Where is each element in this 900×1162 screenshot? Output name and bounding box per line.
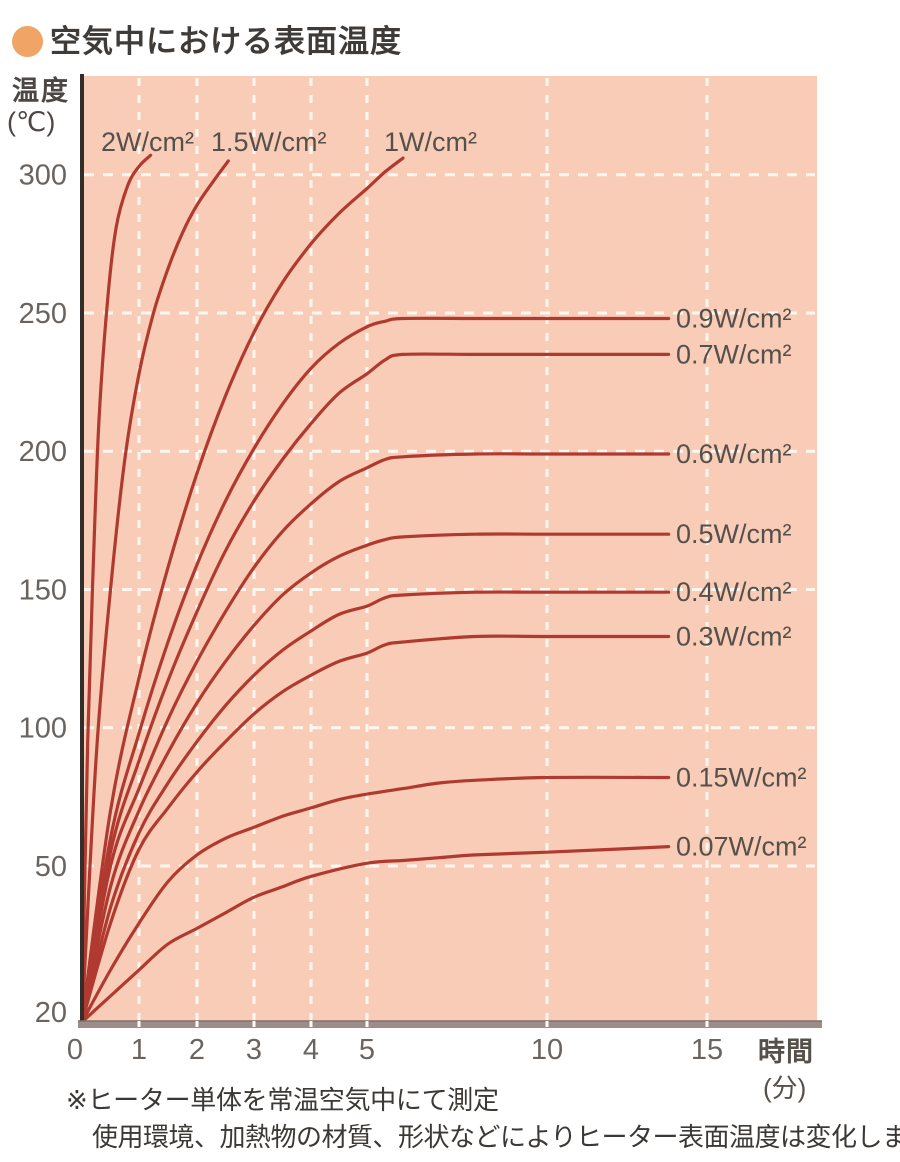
series-label: 0.15W/cm² xyxy=(676,763,807,793)
series-label: 0.5W/cm² xyxy=(676,519,792,549)
x-tick-label: 3 xyxy=(246,1034,262,1066)
series-label: 0.07W/cm² xyxy=(676,832,807,862)
x-tick-label: 2 xyxy=(189,1034,205,1066)
series-curve xyxy=(80,352,671,1024)
series-curve xyxy=(80,452,671,1024)
y-tick-label: 50 xyxy=(35,851,67,883)
page-title: 空気中における表面温度 xyxy=(50,24,402,59)
chart-header: 空気中における表面温度 xyxy=(12,26,402,57)
series-curve xyxy=(80,845,671,1024)
y-tick-label: 20 xyxy=(35,997,67,1029)
x-tick-label: 0 xyxy=(67,1034,83,1066)
bullet-icon xyxy=(12,26,43,57)
x-tick-label: 15 xyxy=(691,1034,723,1066)
x-axis-line xyxy=(78,1021,822,1028)
series-label: 0.7W/cm² xyxy=(676,339,792,369)
series-label: 1.5W/cm² xyxy=(211,127,327,157)
footnote-line-1: ※ヒーター単体を常温空気中にて測定 xyxy=(66,1085,499,1115)
y-tick-label: 150 xyxy=(19,574,67,606)
y-axis-unit: (℃) xyxy=(7,107,56,137)
x-tick-label: 4 xyxy=(303,1034,319,1066)
series-curve xyxy=(80,153,153,1024)
x-tick-label: 1 xyxy=(131,1034,147,1066)
y-tick-label: 200 xyxy=(19,436,67,468)
x-axis-unit: (分) xyxy=(763,1073,807,1103)
x-tick-label: 5 xyxy=(359,1034,375,1066)
series-curve xyxy=(80,775,671,1024)
series-curve xyxy=(80,634,671,1024)
series-label: 2W/cm² xyxy=(101,127,194,157)
y-tick-label: 250 xyxy=(19,298,67,330)
series-curve xyxy=(80,532,671,1024)
y-tick-label: 300 xyxy=(19,160,67,192)
y-tick-label: 100 xyxy=(19,713,67,745)
series-label: 1W/cm² xyxy=(384,127,477,157)
series-curve xyxy=(80,316,671,1024)
x-axis-title: 時間 xyxy=(758,1037,814,1067)
series-label: 0.3W/cm² xyxy=(676,621,792,651)
x-tick-label: 10 xyxy=(531,1034,563,1066)
series-curve xyxy=(80,590,671,1024)
series-label: 0.9W/cm² xyxy=(676,303,792,333)
series-label: 0.4W/cm² xyxy=(676,577,792,607)
series-label: 0.6W/cm² xyxy=(676,439,792,469)
footnote-line-2: 使用環境、加熱物の材質、形状などによりヒーター表面温度は変化します。 xyxy=(92,1122,900,1152)
y-axis-title: 温度 xyxy=(12,76,70,106)
series-curve xyxy=(80,159,230,1024)
series-curve xyxy=(80,156,405,1024)
